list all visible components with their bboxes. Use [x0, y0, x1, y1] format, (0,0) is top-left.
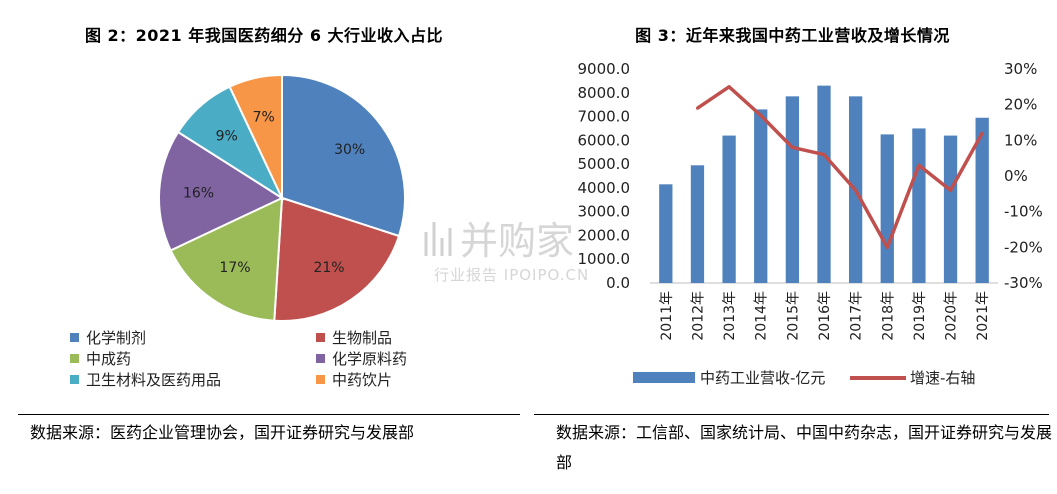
growth-point-10 — [980, 131, 984, 135]
pie-slice-3 — [158, 130, 285, 252]
x-tick-label-0: 2011年 — [659, 291, 675, 341]
legend-swatch-4 — [70, 375, 79, 384]
legend-label-1: 生物制品 — [332, 329, 392, 347]
x-tick-label-10: 2021年 — [975, 291, 991, 341]
legend-label-0: 化学制剂 — [86, 329, 146, 347]
figure-3-source: 数据来源：工信部、国家统计局、中国中药杂志，国开证券研究与发展部 — [556, 423, 1053, 472]
growth-point-3 — [759, 113, 763, 117]
legend-swatch-2 — [70, 354, 79, 363]
pie-slice-2 — [169, 196, 284, 322]
legend-label-5: 中药饮片 — [332, 371, 392, 389]
growth-point-2 — [727, 85, 731, 89]
x-tick-label-4: 2015年 — [785, 291, 801, 341]
pie-slice-5 — [228, 73, 283, 199]
y-tick-label-5: 5000.0 — [578, 155, 631, 173]
y2-tick-label-2: -10% — [1004, 203, 1043, 221]
y-tick-label-9: 9000.0 — [578, 60, 631, 78]
pie-slice-label-2: 17% — [219, 260, 250, 276]
legend-swatch-1 — [316, 333, 325, 342]
legend-swatch-5 — [316, 375, 325, 384]
y2-tick-label-4: 10% — [1004, 131, 1037, 149]
x-tick-label-5: 2016年 — [817, 291, 833, 341]
x-tick-label-1: 2012年 — [690, 291, 706, 341]
figure-3-title: 图 3：近年来我国中药工业营收及增长情况 — [635, 26, 950, 45]
growth-point-7 — [885, 245, 889, 249]
growth-point-1 — [695, 106, 699, 110]
figure-2-panel: 图 2：2021 年我国医药细分 6 大行业收入占比 30% 21% 17% 16% 9… — [0, 0, 528, 494]
legend-label-3: 化学原料药 — [332, 350, 407, 368]
x-tick-label-3: 2014年 — [754, 291, 770, 341]
growth-point-8 — [917, 163, 921, 167]
y-tick-label-8: 8000.0 — [578, 84, 631, 102]
growth-point-6 — [854, 188, 858, 192]
legend-label-line: 增速-右轴 — [910, 369, 975, 387]
bar-5 — [817, 85, 831, 283]
growth-point-9 — [949, 188, 953, 192]
x-tick-label-2: 2013年 — [722, 291, 738, 341]
y2-tick-label-5: 20% — [1004, 96, 1037, 114]
y-tick-label-3: 3000.0 — [578, 203, 631, 221]
bar-3 — [754, 109, 768, 283]
legend-swatch-3 — [316, 354, 325, 363]
pie-slice-1 — [273, 196, 401, 322]
bar-line-chart: 0.0 1000.0 2000.0 3000.0 4000.0 5000.0 6000.0 7… — [578, 60, 1043, 387]
x-tick-label-6: 2017年 — [849, 291, 865, 341]
x-tick-label-7: 2018年 — [880, 291, 896, 341]
bar-10 — [975, 117, 989, 283]
figure-2-title: 图 2：2021 年我国医药细分 6 大行业收入占比 — [84, 26, 444, 45]
bar-0 — [659, 184, 673, 283]
pie-slice-label-3: 16% — [183, 186, 214, 202]
pie-slice-label-0: 30% — [334, 142, 365, 158]
y-tick-label-1: 1000.0 — [578, 250, 631, 268]
legend-swatch-0 — [70, 333, 79, 342]
legend-label-4: 卫生材料及医药用品 — [86, 371, 221, 389]
figure-2-divider — [18, 414, 520, 415]
bar-2 — [722, 135, 736, 283]
legend-label-bar: 中药工业营收-亿元 — [700, 369, 825, 387]
pie-slice-0 — [281, 73, 406, 238]
y-tick-label-6: 6000.0 — [578, 131, 631, 149]
pie-slice-label-1: 21% — [313, 260, 344, 276]
bar-9 — [943, 135, 958, 283]
y2-tick-label-3: 0% — [1004, 167, 1028, 185]
y2-tick-label-6: 30% — [1004, 60, 1037, 78]
figure-3-panel: 图 3：近年来我国中药工业营收及增长情况 0.0 1000.0 2000.0 3000… — [528, 0, 1057, 494]
figure-2-source: 数据来源：医药企业管理协会，国开证券研究与发展部 — [30, 423, 415, 442]
bar-1 — [690, 165, 705, 283]
y-tick-label-0: 0.0 — [606, 274, 630, 292]
y-tick-label-2: 2000.0 — [578, 226, 631, 244]
x-tick-label-9: 2020年 — [944, 291, 960, 341]
y-tick-label-4: 4000.0 — [578, 179, 631, 197]
legend-label-2: 中成药 — [86, 350, 131, 368]
y2-tick-label-0: -30% — [1004, 274, 1043, 292]
growth-line — [696, 85, 984, 250]
figure-3-divider — [534, 414, 1049, 415]
bar-7 — [880, 134, 894, 283]
x-tick-label-8: 2019年 — [912, 291, 928, 341]
pie-slice-label-5: 7% — [253, 109, 275, 125]
growth-point-5 — [822, 153, 826, 157]
y2-tick-label-1: -20% — [1004, 238, 1043, 256]
legend-swatch-bar — [633, 372, 695, 383]
bar-8 — [912, 128, 926, 283]
pie-slice-label-4: 9% — [216, 128, 238, 144]
y-tick-label-7: 7000.0 — [578, 108, 631, 126]
growth-point-4 — [790, 145, 794, 149]
bar-4 — [785, 96, 800, 283]
